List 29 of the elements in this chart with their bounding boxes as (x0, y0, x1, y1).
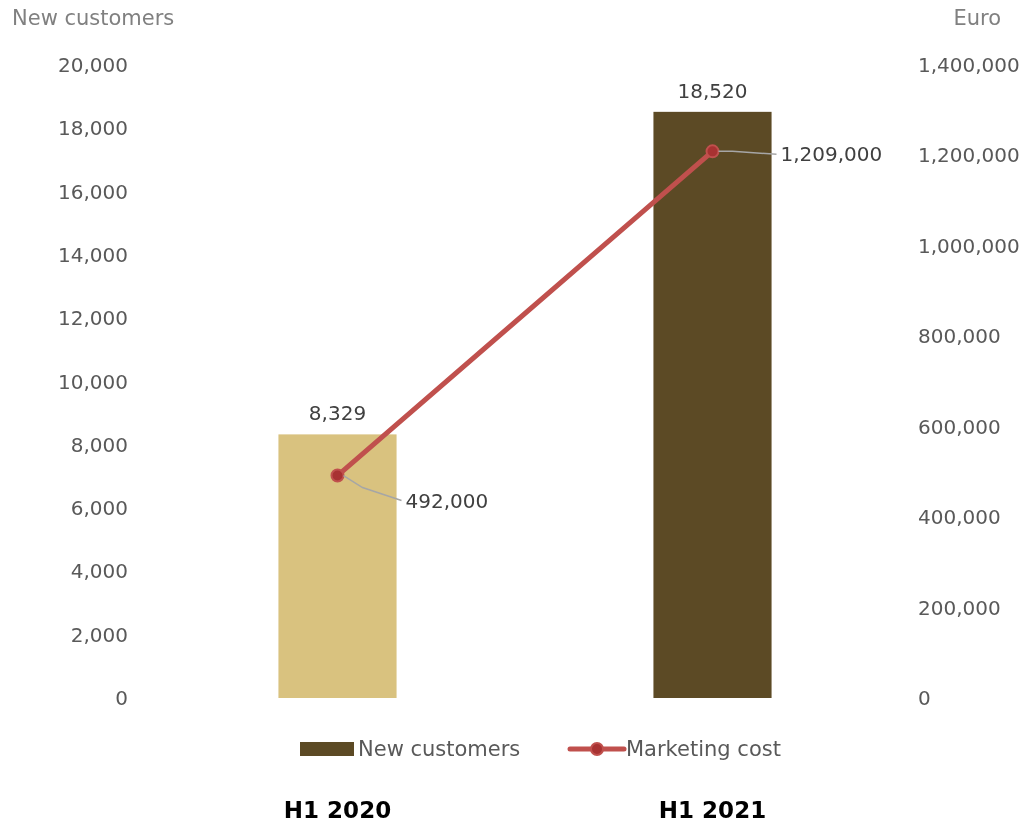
y2-tick-label: 1,000,000 (918, 233, 1020, 258)
legend-label: Marketing cost (626, 737, 781, 761)
data-label: 18,520 (677, 78, 748, 103)
y-tick-label: 12,000 (58, 306, 128, 331)
y2-tick-label: 1,400,000 (918, 53, 1020, 77)
y-tick-label: 18,000 (58, 116, 128, 141)
y2-tick-label: 400,000 (918, 505, 1001, 530)
y-tick-label: 14,000 (58, 242, 128, 267)
y2-tick-label: 0 (918, 686, 931, 710)
data-label: 8,329 (308, 401, 367, 426)
x-tick-label: H1 2021 (658, 797, 767, 823)
y2-tick-label: 200,000 (918, 595, 1001, 620)
y2-axis-title: Euro (953, 6, 1001, 30)
y-tick-label: 2,000 (70, 622, 128, 647)
y-tick-label: 6,000 (70, 496, 128, 521)
x-tick-label: H1 2020 (283, 797, 392, 823)
y-tick-label: 4,000 (70, 559, 128, 584)
data-label: 1,209,000 (780, 142, 883, 167)
legend-label: New customers (358, 737, 521, 761)
y-tick-label: 10,000 (58, 369, 128, 394)
data-label: 492,000 (405, 488, 489, 513)
y-axis-title: New customers (12, 6, 175, 30)
y-tick-label: 16,000 (58, 179, 128, 204)
y-tick-label: 8,000 (70, 432, 128, 457)
y-tick-label: 20,000 (58, 53, 128, 77)
y-tick-label: 0 (115, 686, 128, 710)
y2-tick-label: 1,200,000 (918, 143, 1020, 168)
y2-tick-label: 600,000 (918, 414, 1001, 439)
y2-tick-label: 800,000 (918, 324, 1001, 349)
